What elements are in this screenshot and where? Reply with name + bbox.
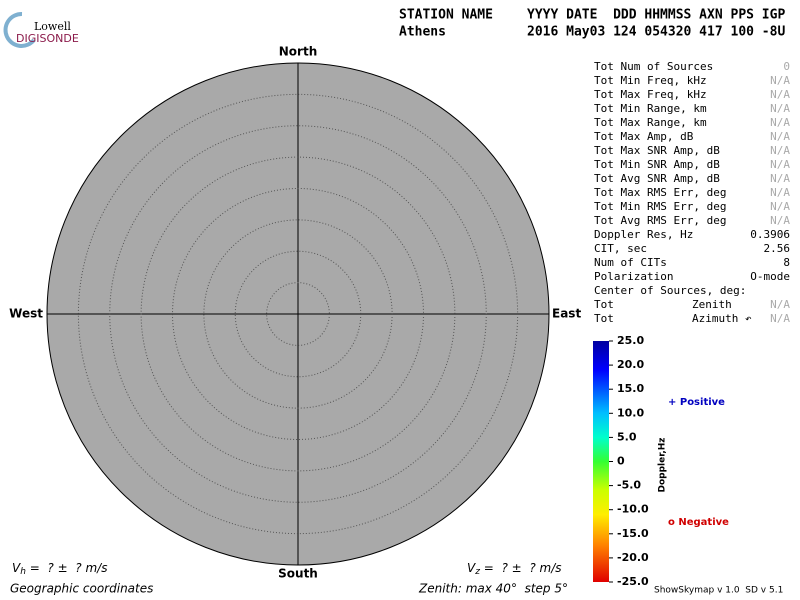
stat-value: N/A (770, 116, 790, 129)
stat-label: Tot Avg SNR Amp, dB (594, 172, 720, 185)
east-label: East (552, 307, 581, 321)
coordinates-label: Geographic coordinates (10, 582, 153, 596)
stat-label: Tot Max Amp, dB (594, 130, 694, 143)
stat-label: CIT, sec (594, 242, 647, 255)
stat-value: N/A (770, 200, 790, 213)
colorbar-tick-label: -5.0 (617, 479, 641, 492)
logo-top: Lowell (34, 20, 71, 33)
stat-value: N/A (770, 214, 790, 227)
colorbar-tick-label: -25.0 (617, 575, 649, 588)
stat-label: Tot Min Freq, kHz (594, 74, 707, 87)
stat-value: N/A (770, 172, 790, 185)
stat-value: N/A (770, 312, 790, 325)
colorbar-tick-label: 25.0 (617, 334, 644, 347)
zenith-ring (172, 188, 424, 440)
station-label: STATION NAME (399, 8, 493, 23)
stat-value: O-mode (750, 270, 790, 283)
zenith-ring (266, 282, 330, 346)
west-label: West (9, 307, 43, 321)
zenith-ring (140, 156, 456, 472)
colorbar-tick-label: 15.0 (617, 382, 644, 395)
stat-label: Num of CITs (594, 256, 667, 269)
stat-label: Doppler Res, Hz (594, 228, 693, 241)
logo-arc (3, 11, 36, 48)
stat-value: 0.3906 (750, 228, 790, 241)
logo: Lowell DIGISONDE (3, 11, 79, 48)
fields: 2016 May03 124 054320 417 100 -8U (527, 25, 785, 40)
colorbar-tick-label: 10.0 (617, 406, 644, 419)
colorbar-tick-label: -15.0 (617, 527, 649, 540)
colorbar-ticks: 25.0 20.0 15.0 10.0 5.0 0 -5.0 -10.0 -15.0 -20.0 -… (609, 334, 649, 588)
version-label: ShowSkymap v 1.0 SD v 5.1 (654, 586, 783, 596)
stat-value: 2.56 (764, 242, 791, 255)
stat-value: 0 (783, 60, 790, 73)
colorbar-title: Doppler,Hz (658, 437, 668, 492)
positive-legend: + Positive (668, 397, 725, 408)
stat-sublabel: Azimuth ↶ (692, 312, 752, 325)
stat-label: Tot Num of Sources (594, 60, 713, 73)
stat-label: Tot Max Range, km (594, 116, 707, 129)
colorbar-tick-label: 20.0 (617, 358, 644, 371)
stat-value: N/A (770, 88, 790, 101)
zenith-ring (234, 250, 362, 378)
colorbar-tick-label: 5.0 (617, 430, 637, 443)
stat-label: Center of Sources, deg: (594, 284, 746, 297)
south-label: South (278, 567, 318, 581)
negative-legend: o Negative (668, 517, 729, 528)
stat-label: Tot Max SNR Amp, dB (594, 144, 720, 157)
vh-label: Vh = ? ± ? m/s (12, 561, 107, 577)
zenith-label: Zenith: max 40° step 5° (418, 582, 568, 596)
stat-sublabel: Zenith (692, 298, 732, 311)
vz-label: Vz = ? ± ? m/s (467, 561, 562, 577)
zenith-ring (77, 93, 519, 535)
stat-label: Tot Min SNR Amp, dB (594, 158, 720, 171)
stat-value: N/A (770, 130, 790, 143)
zenith-ring (109, 125, 487, 503)
polar-plot (46, 62, 550, 566)
stat-value: N/A (770, 102, 790, 115)
colorbar-tick-label: 0 (617, 455, 625, 468)
stat-label: Tot (594, 298, 614, 311)
stat-value: 8 (783, 256, 790, 269)
stat-value: N/A (770, 74, 790, 87)
stat-label: Tot (594, 312, 614, 325)
stat-value: N/A (770, 186, 790, 199)
zenith-ring (203, 219, 393, 409)
stat-label: Tot Avg RMS Err, deg (594, 214, 726, 227)
stat-value: N/A (770, 158, 790, 171)
north-label: North (279, 45, 317, 59)
colorbar-tick-label: -10.0 (617, 503, 649, 516)
colorbar (593, 341, 609, 582)
fields-label: YYYY DATE DDD HHMMSS AXN PPS IGP (527, 8, 785, 23)
stat-label: Tot Min Range, km (594, 102, 707, 115)
stat-label: Tot Min RMS Err, deg (594, 200, 726, 213)
stat-value: N/A (770, 144, 790, 157)
stat-value: N/A (770, 298, 790, 311)
logo-bottom: DIGISONDE (16, 32, 79, 45)
stat-label: Tot Max Freq, kHz (594, 88, 707, 101)
station: Athens (399, 25, 446, 40)
stat-label: Polarization (594, 270, 673, 283)
colorbar-tick-label: -20.0 (617, 551, 649, 564)
stat-label: Tot Max RMS Err, deg (594, 186, 726, 199)
stats-table: Tot Num of Sources 0 Tot Min Freq, kHz N/A T… (594, 60, 790, 325)
